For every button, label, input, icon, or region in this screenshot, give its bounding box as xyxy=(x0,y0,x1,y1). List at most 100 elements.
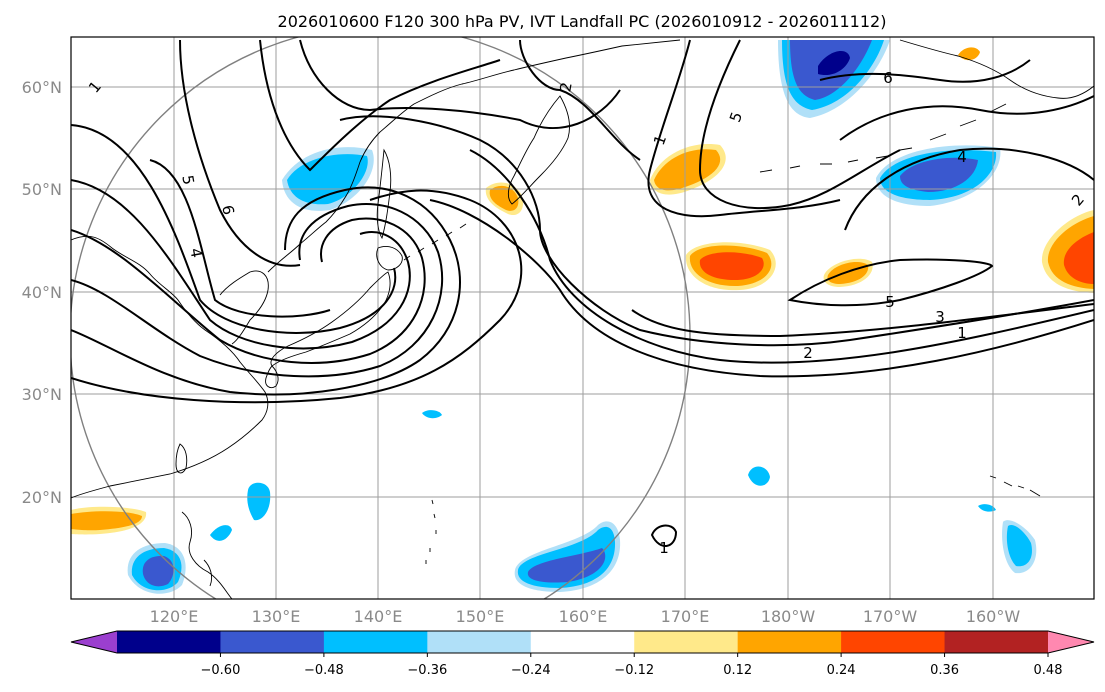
contour-trough-3 xyxy=(71,217,426,364)
contour-label: 1 xyxy=(957,324,967,342)
neg-anomaly-subtropic-a-core xyxy=(527,548,606,583)
colorbar-ticks: −0.60 −0.48 −0.36 −0.24 −0.12 0.12 0.24 0.36 0.4… xyxy=(201,653,1063,678)
colorbar-segment xyxy=(117,631,221,653)
lon-label: 180°W xyxy=(761,607,816,626)
contour-outer-ridge xyxy=(71,189,523,404)
coast-philippines xyxy=(181,511,233,599)
coast-korea xyxy=(219,270,269,345)
contour-alaska-2 xyxy=(698,39,901,209)
contour-ridge-north-1 xyxy=(179,39,301,267)
colorbar-segment xyxy=(323,631,428,653)
neg-anomaly-small-4 xyxy=(422,410,442,419)
neg-anomaly-small-2 xyxy=(748,466,770,486)
coast-asia-mainland xyxy=(71,235,269,499)
contour-label: 3 xyxy=(935,308,945,326)
colorbar-segment xyxy=(220,631,325,653)
pos-anomaly-gulf-core xyxy=(1063,232,1094,284)
coast-kyushu xyxy=(265,365,279,389)
contour-small-1 xyxy=(650,524,678,547)
contour-trough-4 xyxy=(71,179,411,350)
lon-label: 120°E xyxy=(150,607,199,626)
figure-title: 2026010600 F120 300 hPa PV, IVT Landfall… xyxy=(278,12,887,31)
neg-anomaly-small-6 xyxy=(210,525,232,541)
colorbar-tick-label: −0.36 xyxy=(407,663,447,678)
neg-anomaly-philippine-core xyxy=(142,555,174,587)
pos-anomaly-kuril-core xyxy=(489,185,519,211)
coast-bonin xyxy=(425,499,437,564)
coast-japan-hokkaido xyxy=(376,245,403,271)
colorbar-outline xyxy=(70,630,1095,654)
colorbar-segment xyxy=(841,631,946,653)
coast-sakhalin xyxy=(376,148,392,240)
colorbar-tick-label: 0.24 xyxy=(827,663,856,678)
lon-label: 140°E xyxy=(354,607,403,626)
landfall-region-circle xyxy=(71,37,691,599)
contour-alaska-6 xyxy=(819,59,1031,83)
pos-anomaly-dateline-c-core xyxy=(699,252,764,280)
pos-anomaly-alaska-small xyxy=(958,47,980,61)
lon-label: 170°W xyxy=(863,607,918,626)
pv-contours xyxy=(71,39,1094,547)
contour-trough-1 xyxy=(71,186,461,396)
neg-anomaly-small-5 xyxy=(978,504,996,512)
lon-label: 170°E xyxy=(661,607,710,626)
contour-ridge-north-4 xyxy=(339,115,1094,347)
contour-label: 5 xyxy=(178,174,197,187)
lon-label: 150°E xyxy=(456,607,505,626)
coast-aleutians xyxy=(759,103,1007,173)
neg-anomaly-bering-core xyxy=(818,51,850,76)
colorbar-segment xyxy=(737,631,842,653)
colorbar-segments xyxy=(71,631,1094,653)
lat-label: 50°N xyxy=(22,180,62,199)
lat-label: 40°N xyxy=(22,283,62,302)
contour-trough-2 xyxy=(71,203,444,378)
contour-1-jet xyxy=(429,199,1094,378)
colorbar-segment xyxy=(427,631,532,653)
colorbar-tick-label: −0.12 xyxy=(614,663,654,678)
contour-2 xyxy=(469,149,1094,364)
lat-label: 60°N xyxy=(22,78,62,97)
contour-label: 2 xyxy=(556,81,575,94)
colorbar-extend-max xyxy=(1048,631,1094,653)
colorbar-tick-label: −0.60 xyxy=(201,663,241,678)
lon-label: 160°E xyxy=(559,607,608,626)
colorbar-tick-label: 0.48 xyxy=(1034,663,1063,678)
map-panel: 1 2 3 4 5 6 2 1 5 1 1 2 5 6 4 xyxy=(70,36,1095,600)
contour-5 xyxy=(787,258,994,307)
neg-anomaly-aleutian-core xyxy=(900,157,978,192)
colorbar: −0.60 −0.48 −0.36 −0.24 −0.12 0.12 0.24 0.36 0.4… xyxy=(70,630,1095,678)
contour-north-2 xyxy=(519,39,641,161)
contour-label: 1 xyxy=(659,539,669,557)
contour-3 xyxy=(631,303,1094,338)
contour-label: 4 xyxy=(957,148,967,166)
latitude-labels: 60°N 50°N 40°N 30°N 20°N xyxy=(22,78,62,507)
contour-ridge-north-2 xyxy=(259,39,501,172)
gridlines xyxy=(71,37,1094,599)
coast-taiwan xyxy=(175,443,188,474)
colorbar-segment xyxy=(530,631,635,653)
contour-trough-5 xyxy=(71,124,397,334)
contour-label: 4 xyxy=(186,247,205,260)
colorbar-tick-label: −0.48 xyxy=(304,663,344,678)
neg-anomaly-small-1 xyxy=(247,482,271,521)
colorbar-extend-min xyxy=(71,631,117,653)
map-frame xyxy=(70,36,1095,600)
longitude-labels: 120°E 130°E 140°E 150°E 160°E 170°E 180°… xyxy=(150,607,1021,626)
colorbar-tick-label: −0.24 xyxy=(511,663,551,678)
neg-anomaly-small-3-mid xyxy=(1006,524,1032,567)
coast-kamchatka xyxy=(507,95,571,205)
contour-trough-6 xyxy=(149,159,331,318)
pos-anomaly-scs-core xyxy=(71,511,142,531)
colorbar-segment xyxy=(634,631,739,653)
colorbar-tick-label: 0.36 xyxy=(930,663,959,678)
lat-label: 30°N xyxy=(22,385,62,404)
contour-ridge-north-3 xyxy=(299,39,621,129)
pos-anomaly-dateline-n-core xyxy=(654,149,721,191)
colorbar-segment xyxy=(944,631,1049,653)
lat-label: 20°N xyxy=(22,488,62,507)
contour-label: 6 xyxy=(883,69,893,87)
contour-alaska-3 xyxy=(647,39,841,218)
lon-label: 160°W xyxy=(966,607,1021,626)
contour-label: 2 xyxy=(803,344,813,362)
